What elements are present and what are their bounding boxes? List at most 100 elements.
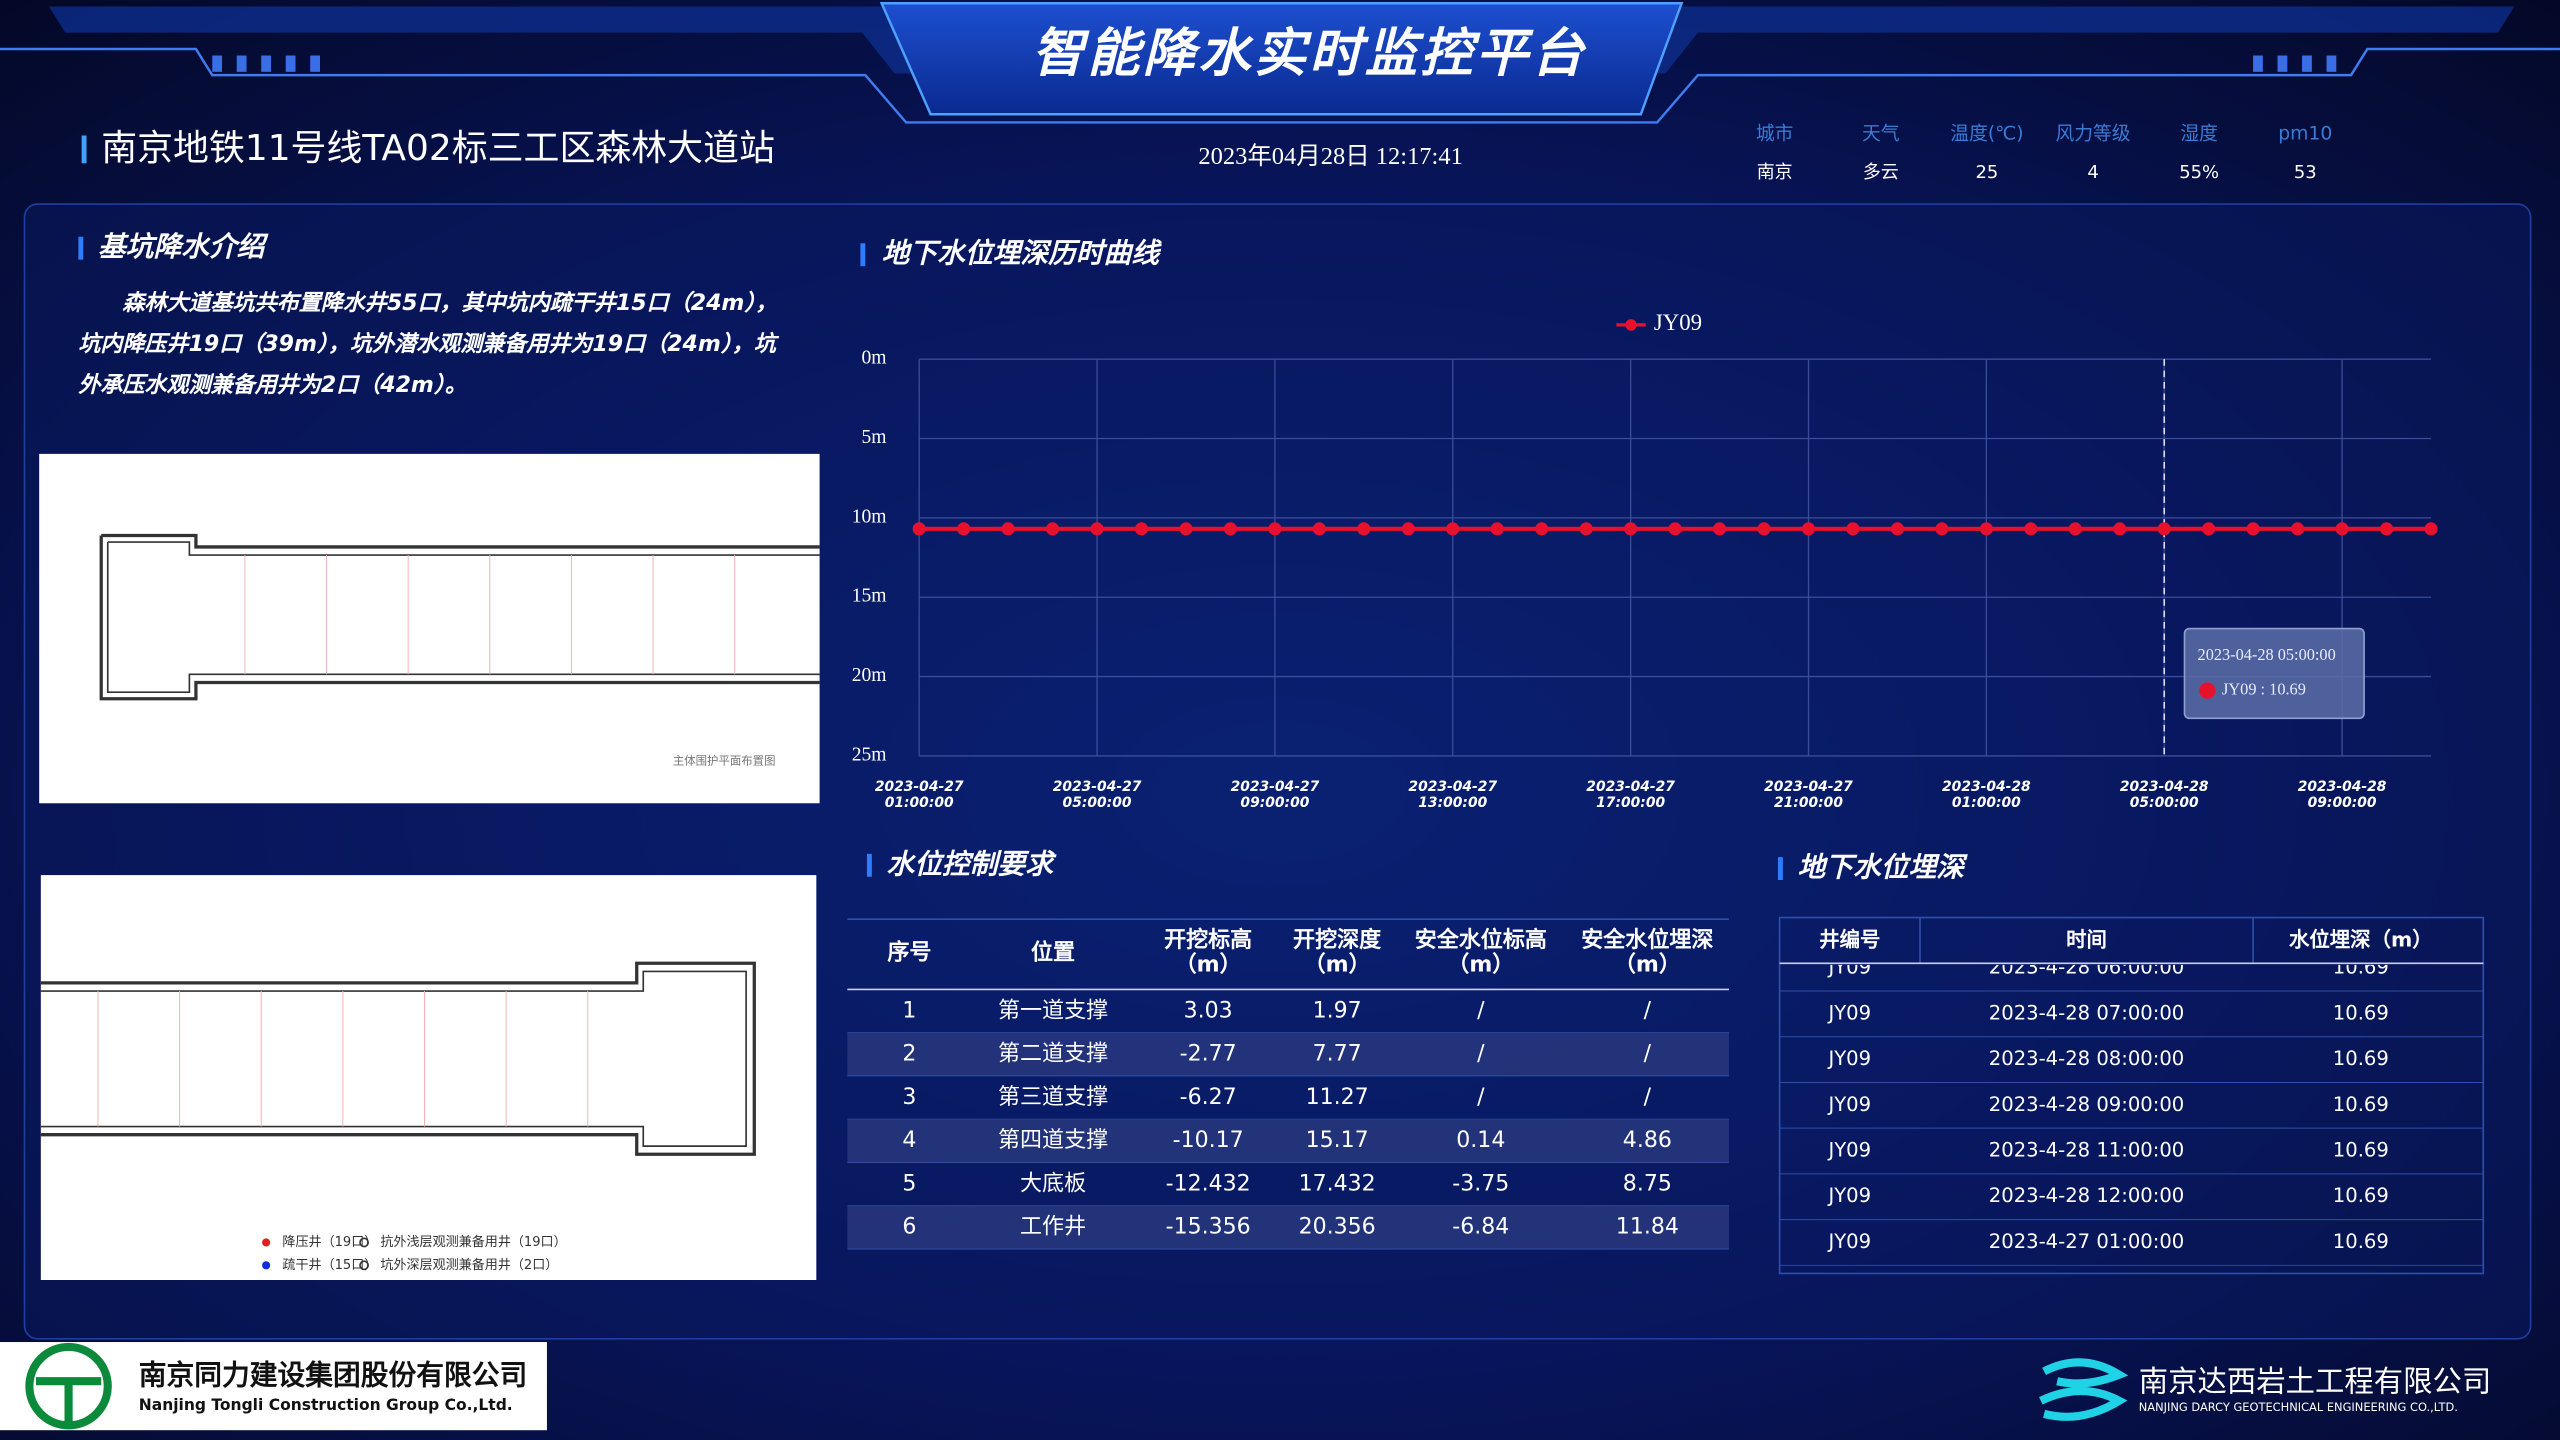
header-frame	[0, 2, 2560, 124]
plan-legend-marker	[262, 1238, 271, 1247]
table-frame	[1778, 916, 2485, 1275]
table-cell: 1	[902, 998, 916, 1023]
plan-legend-marker	[359, 1237, 369, 1248]
table-header: 安全水位埋深（m）	[1581, 927, 1713, 977]
section-title: 水位控制要求	[887, 847, 1058, 880]
intro-box: 森林大道基坑共布置降水井55口，其中坑内疏干井15口（24m），坑内降压井19口…	[78, 290, 778, 399]
plan-image-2	[40, 875, 817, 1280]
page-title: 智能降水实时监控平台	[1032, 24, 1587, 84]
table-cell: 2023-4-28 07:00:00	[1989, 1001, 2184, 1024]
intro-text: 森林大道基坑共布置降水井55口，其中坑内疏干井15口（24m），坑内降压井19口…	[78, 290, 778, 399]
plan-legend-text: 坑外深层观测兼备用井（2口）	[380, 1257, 558, 1273]
data-point	[2024, 522, 2038, 536]
company-name-en: NANJING DARCY GEOTECHNICAL ENGINEERING C…	[2139, 1400, 2458, 1414]
table-header: 井编号	[1819, 927, 1880, 951]
table-cell: JY09	[1826, 1001, 1871, 1024]
plan-drawing-2	[40, 961, 756, 1156]
table-row-bg	[847, 1119, 1729, 1163]
plan-legend-text: 降压井（19口）	[282, 1235, 377, 1250]
legend-marker	[1625, 319, 1637, 331]
data-point	[2335, 522, 2349, 536]
y-tick-label: 0m	[861, 348, 886, 369]
table-cell: 10.69	[2333, 1184, 2389, 1207]
weather-value: 多云	[1863, 162, 1899, 183]
data-point	[1134, 522, 1149, 536]
table-cell: 20.356	[1299, 1215, 1376, 1240]
data-point	[1446, 522, 1460, 536]
table-row-bg	[847, 1205, 1729, 1249]
data-point	[1890, 522, 1904, 536]
right-logo	[2039, 1358, 2129, 1421]
x-tick-label: 2023-04-28 01:00:00	[1942, 779, 2031, 811]
table-cell: 11.27	[1306, 1085, 1369, 1110]
table-cell: 3	[902, 1085, 916, 1110]
data-point	[2424, 522, 2438, 536]
company-name-en: Nanjing Tongli Construction Group Co.,Lt…	[139, 1396, 513, 1414]
table-cell: 工作井	[1020, 1215, 1086, 1240]
table-cell: 11.84	[1616, 1215, 1679, 1240]
data-point	[2202, 522, 2216, 536]
left-logo	[25, 1342, 112, 1430]
weather-value: 南京	[1757, 162, 1793, 183]
data-point	[1535, 522, 1549, 536]
weather-value: 4	[2087, 162, 2098, 183]
table-cell: -3.75	[1452, 1171, 1509, 1196]
table-cell: 0.14	[1456, 1128, 1505, 1153]
plan-caption: 主体围护平面布置图	[673, 753, 776, 767]
tooltip-box	[2183, 627, 2365, 720]
data-point	[1935, 522, 1949, 536]
table-cell: 大底板	[1020, 1171, 1086, 1196]
table-cell: 10.69	[2333, 1230, 2389, 1253]
data-point	[957, 522, 971, 536]
table-cell: -15.356	[1166, 1215, 1251, 1240]
table-cell: 2023-4-27 01:00:00	[1989, 1230, 2184, 1253]
table-cell: 5	[902, 1171, 916, 1196]
data-point	[2113, 522, 2127, 536]
company-name: 南京达西岩土工程有限公司	[2139, 1364, 2492, 1398]
plan-legend-text: 抗外浅层观测兼备用井（19口）	[380, 1234, 566, 1250]
data-point	[2291, 522, 2305, 536]
data-point	[1801, 522, 1816, 536]
plan-legend-marker	[359, 1260, 369, 1271]
datetime: 2023年04月28日 12:17:41	[1198, 142, 1462, 170]
plan-legend-marker	[262, 1261, 271, 1270]
data-point	[1001, 522, 1015, 536]
data-point	[1713, 522, 1727, 536]
site-name: 南京地铁11号线TA02标三工区森林大道站	[101, 128, 775, 169]
company-name: 南京同力建设集团股份有限公司	[139, 1358, 528, 1391]
section-title: 地下水位埋深	[1798, 851, 1969, 884]
tooltip-text: JY09 : 10.69	[2222, 679, 2306, 698]
table-cell: 8.75	[1623, 1171, 1672, 1196]
data-point	[2068, 522, 2082, 536]
table-cell: /	[1477, 998, 1485, 1023]
data-point	[1223, 522, 1237, 536]
table-cell: JY09	[1826, 1230, 1871, 1253]
data-point	[1090, 522, 1104, 536]
table-cell: 2023-4-28 08:00:00	[1989, 1047, 2184, 1070]
table-cell: 2	[902, 1042, 916, 1067]
data-point	[1046, 522, 1060, 536]
data-point	[2380, 522, 2394, 536]
data-point	[1312, 522, 1326, 536]
table-cell: -6.27	[1180, 1085, 1237, 1110]
table-cell: /	[1644, 1085, 1652, 1110]
y-tick-label: 20m	[852, 665, 887, 686]
table-cell: 2023-4-28 09:00:00	[1989, 1093, 2184, 1116]
table-cell: -10.17	[1173, 1128, 1244, 1153]
table-cell: -6.84	[1452, 1215, 1509, 1240]
table-cell: 15.17	[1306, 1128, 1369, 1153]
table-cell: JY09	[1826, 1139, 1871, 1162]
section-bars	[78, 236, 1783, 880]
plan-grid-1	[244, 555, 736, 675]
table-cell: /	[1644, 998, 1652, 1023]
plan-drawing-1	[99, 533, 820, 701]
table-cell: -12.432	[1166, 1171, 1251, 1196]
data-point	[1668, 522, 1682, 536]
data-point	[1401, 522, 1415, 536]
table-row-bg	[847, 1032, 1729, 1076]
table-cell: JY09	[1826, 1093, 1871, 1116]
table-header: 水位埋深（m）	[2289, 927, 2433, 951]
table-cell: 10.69	[2333, 1139, 2389, 1162]
y-tick-label: 15m	[852, 586, 887, 607]
